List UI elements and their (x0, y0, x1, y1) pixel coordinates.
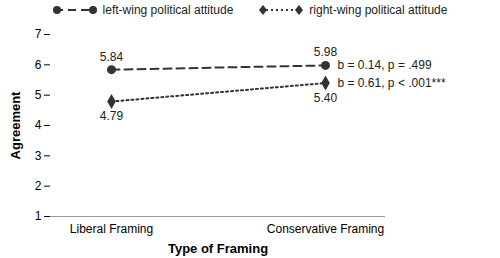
svg-text:1: 1 (35, 209, 42, 223)
svg-text:5: 5 (35, 88, 42, 102)
svg-text:5.40: 5.40 (314, 91, 338, 105)
svg-text:5.84: 5.84 (100, 50, 124, 64)
svg-text:b = 0.14, p = .499: b = 0.14, p = .499 (338, 58, 432, 72)
svg-text:2: 2 (35, 179, 42, 193)
svg-text:Conservative Framing: Conservative Framing (267, 222, 384, 236)
svg-text:Agreement: Agreement (8, 91, 23, 160)
svg-text:Liberal Framing: Liberal Framing (70, 222, 153, 236)
svg-text:4: 4 (35, 118, 42, 132)
svg-text:7: 7 (35, 27, 42, 41)
html-text:right-wing political attitude: right-wing political attitude (309, 3, 448, 17)
svg-text:b = 0.61, p < .001***: b = 0.61, p < .001*** (338, 76, 446, 90)
svg-text:6: 6 (35, 58, 42, 72)
svg-text:4.79: 4.79 (100, 109, 124, 123)
svg-text:3: 3 (35, 149, 42, 163)
html-text:left-wing political attitude: left-wing political attitude (102, 3, 234, 17)
svg-text:Type of Framing: Type of Framing (168, 241, 268, 256)
svg-text:5.98: 5.98 (314, 45, 338, 59)
